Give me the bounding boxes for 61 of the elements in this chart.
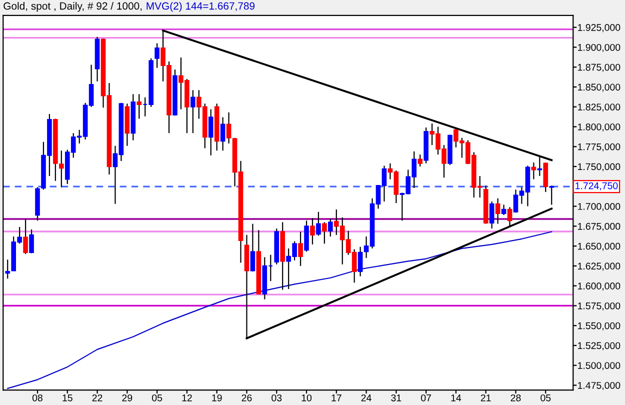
y-tick-label: 1.825,000 xyxy=(578,104,620,112)
chart-title: Gold, spot , Daily, # 92 / 1000, xyxy=(4,2,142,12)
candlestick xyxy=(549,185,554,206)
y-tick-label: 1.775,000 xyxy=(578,143,620,152)
candlestick xyxy=(250,223,256,272)
y-tick-label: 1.675,000 xyxy=(578,222,620,231)
candlestick xyxy=(154,42,160,68)
y-tick-label: 1.550,000 xyxy=(578,322,620,330)
x-tick-label: 22 xyxy=(92,394,102,402)
x-tick-label: 26 xyxy=(242,394,252,402)
candlestick xyxy=(23,218,28,255)
y-tick-label: 1.700,000 xyxy=(578,203,620,212)
x-tick-label: 15 xyxy=(62,394,72,402)
x-tick-label: 14 xyxy=(451,394,462,402)
x-tick-label: 08 xyxy=(32,394,42,402)
candlestick xyxy=(208,108,214,156)
candlestick xyxy=(358,246,363,277)
x-tick-label: 19 xyxy=(212,394,222,402)
candlestick xyxy=(29,228,34,254)
x-tick-label: 12 xyxy=(182,394,192,402)
x-tick-label: 29 xyxy=(122,394,132,402)
candlestick xyxy=(310,218,315,246)
candlestick xyxy=(316,211,321,236)
candlestick xyxy=(495,198,500,224)
y-tick-label: 1.800,000 xyxy=(578,123,620,132)
x-tick-label: 31 xyxy=(391,394,402,402)
y-tick-label: 1.500,000 xyxy=(578,362,620,370)
line-series xyxy=(7,231,552,389)
ref-line-label: 1.724,750 xyxy=(576,182,618,190)
x-tick-label: 03 xyxy=(272,394,282,402)
y-tick-label: 1.875,000 xyxy=(578,64,620,72)
y-tick-label: 1.900,000 xyxy=(578,44,620,52)
y-tick-label: 1.600,000 xyxy=(578,282,620,291)
candlestick xyxy=(304,220,309,252)
candlestick xyxy=(489,200,494,230)
y-tick-label: 1.750,000 xyxy=(578,163,620,172)
x-tick-label: 07 xyxy=(421,394,431,402)
y-tick-label: 1.525,000 xyxy=(578,342,620,350)
candlestick xyxy=(298,231,303,266)
candlestick xyxy=(136,94,142,120)
x-tick-label: 17 xyxy=(332,394,342,402)
y-tick-label: 1.650,000 xyxy=(578,242,620,251)
x-tick-label: 05 xyxy=(540,394,551,402)
y-tick-label: 1.850,000 xyxy=(578,84,620,92)
candlestick xyxy=(543,162,548,193)
x-tick-label: 21 xyxy=(480,394,491,402)
y-tick-label: 1.625,000 xyxy=(578,262,620,271)
candlestick xyxy=(328,218,333,238)
candlestick xyxy=(190,90,196,134)
x-tick-label: 05 xyxy=(152,394,162,402)
candlestick xyxy=(418,154,422,168)
x-tick-label: 10 xyxy=(302,394,312,402)
candlestick xyxy=(501,204,506,216)
x-tick-label: 24 xyxy=(361,394,372,402)
text: MVG(2) 144=1.667,789 xyxy=(146,2,255,12)
x-tick-label: 28 xyxy=(510,394,521,402)
candlestick xyxy=(220,116,226,152)
y-tick-label: 1.575,000 xyxy=(578,302,620,310)
y-tick-label: 1.475,000 xyxy=(578,382,620,390)
y-tick-label: 1.925,000 xyxy=(578,24,620,32)
candlestick xyxy=(322,222,327,244)
